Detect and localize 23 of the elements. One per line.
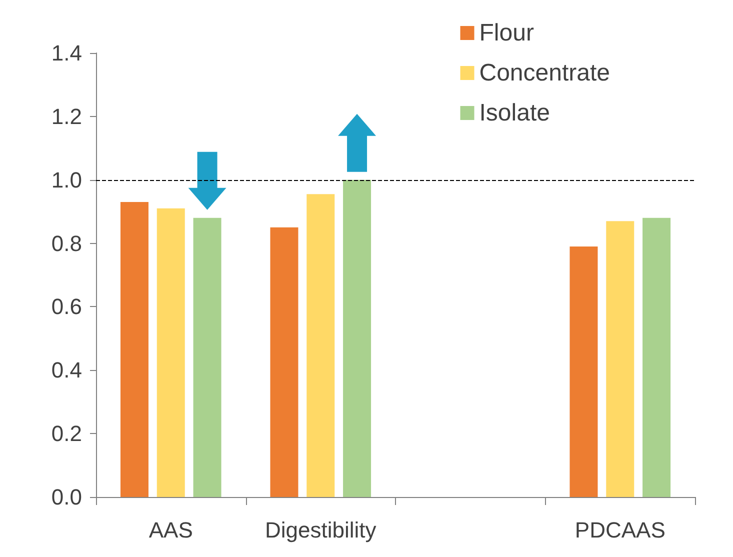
y-tick-label: 1.2: [51, 104, 82, 129]
bar: [606, 221, 634, 497]
bar: [306, 194, 335, 497]
bar: [193, 218, 222, 497]
y-tick-label: 1.4: [51, 40, 82, 66]
legend-label: Flour: [479, 20, 534, 46]
x-tick-label: Digestibility: [264, 518, 376, 542]
y-tick-label: 0.0: [51, 484, 82, 510]
x-tick-label: AAS: [148, 518, 193, 542]
y-tick-label: 0.6: [51, 294, 82, 320]
bar: [343, 180, 372, 497]
bar: [156, 208, 185, 497]
x-tick-label: PDCAAS: [574, 518, 666, 542]
bar: [270, 227, 298, 497]
y-tick-label: 0.8: [51, 230, 82, 256]
legend-label: Concentrate: [479, 60, 610, 86]
y-tick-label: 0.2: [51, 421, 82, 446]
legend-label: Isolate: [479, 100, 550, 126]
bar: [642, 218, 671, 497]
y-tick-label: 0.4: [51, 358, 82, 383]
bar: [120, 202, 148, 497]
bar: [570, 246, 598, 497]
y-tick-label: 1.0: [51, 167, 82, 192]
